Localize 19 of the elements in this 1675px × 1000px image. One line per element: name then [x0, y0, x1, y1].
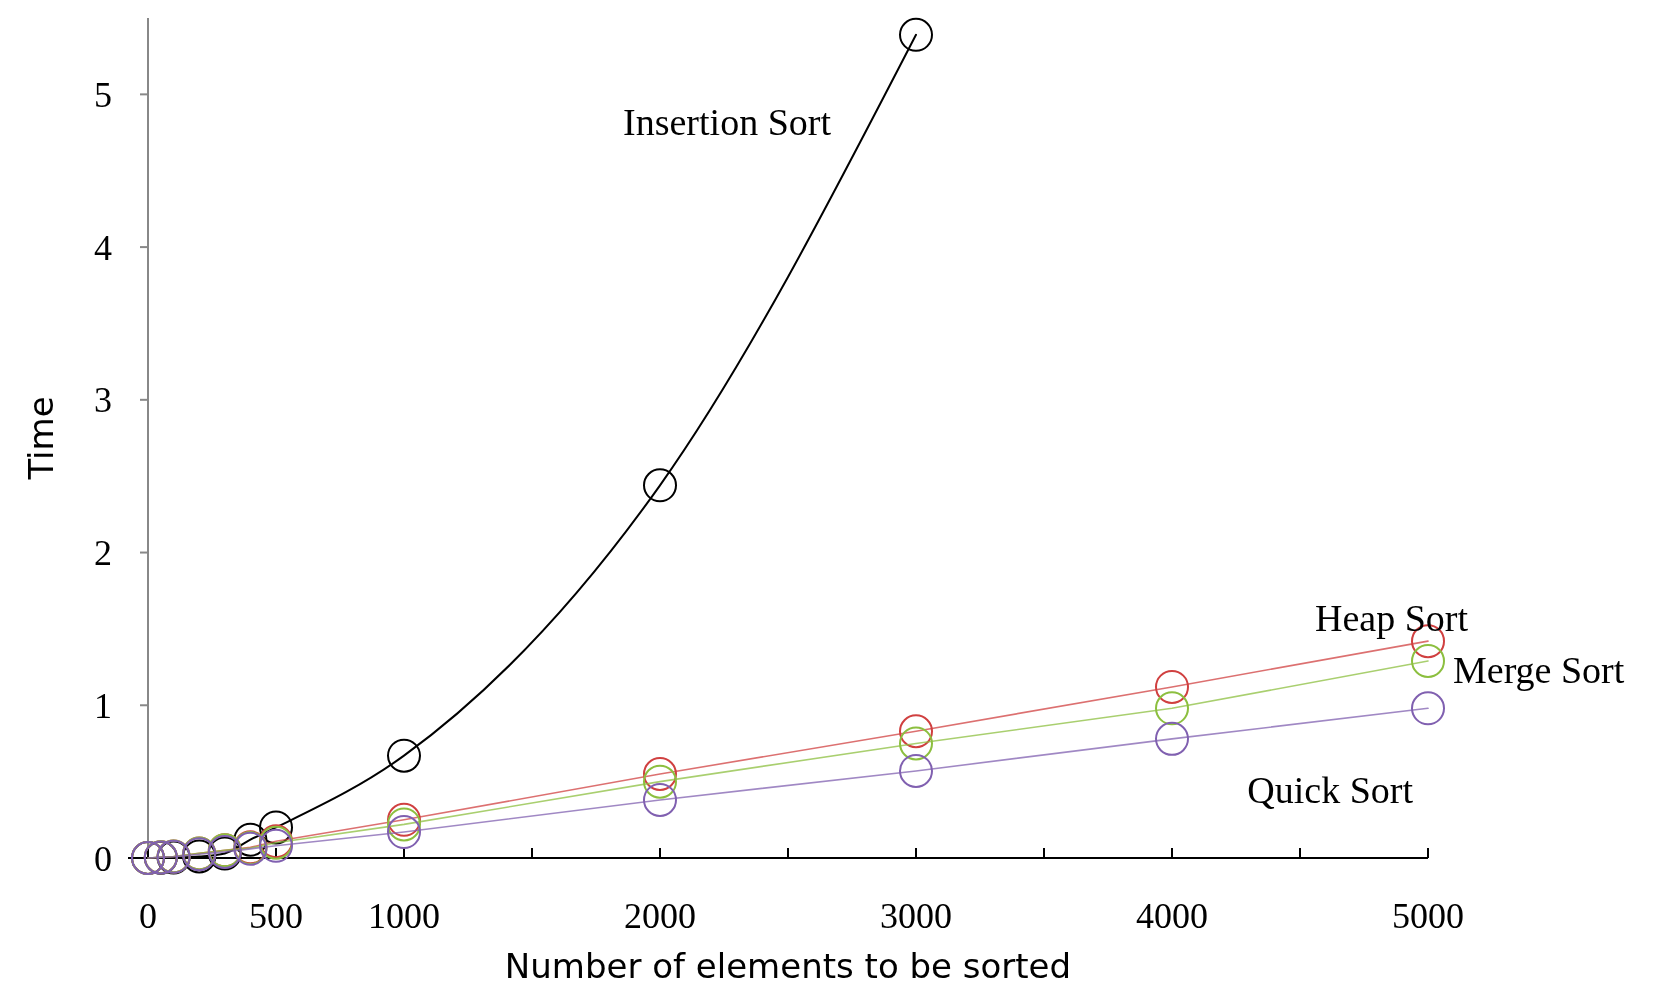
x-tick-label: 4000 [1136, 896, 1208, 936]
y-axis-title: Time [21, 396, 61, 481]
series-label: Quick Sort [1247, 769, 1414, 812]
x-axis-title: Number of elements to be sorted [504, 946, 1072, 986]
y-tick-label: 1 [94, 685, 112, 726]
x-tick-label: 500 [249, 896, 303, 936]
x-tick-label: 3000 [880, 896, 952, 936]
x-tick-label: 5000 [1392, 896, 1464, 936]
y-tick-label: 2 [94, 533, 112, 574]
series-label: Heap Sort [1314, 597, 1469, 640]
y-tick-label: 5 [94, 74, 112, 115]
series-label: Merge Sort [1453, 648, 1625, 691]
series-label: Insertion Sort [623, 100, 832, 143]
x-tick-label: 0 [139, 896, 157, 936]
y-tick-label: 0 [94, 838, 112, 879]
x-tick-label: 2000 [624, 896, 696, 936]
y-tick-label: 3 [94, 380, 112, 421]
x-tick-label: 1000 [368, 896, 440, 936]
y-tick-label: 4 [94, 227, 112, 268]
